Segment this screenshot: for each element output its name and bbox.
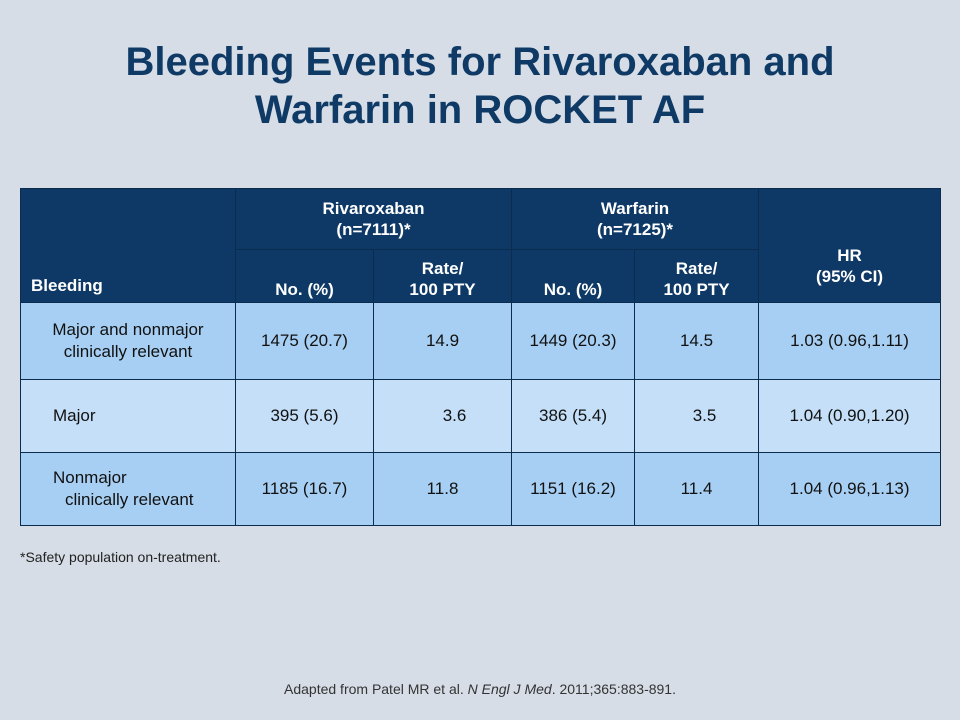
header-rivaroxaban-name: Rivaroxaban: [322, 199, 425, 218]
cell-warf-rate: 11.4: [634, 452, 760, 526]
header-rivaroxaban-n: (n=7111)*: [336, 220, 411, 239]
cell-hr: 1.04 (0.96,1.13): [758, 452, 942, 526]
cell-hr: 1.03 (0.96,1.11): [758, 302, 942, 380]
row-label-line2: clinically relevant: [65, 490, 194, 509]
header-riva-no-pct: No. (%): [235, 249, 374, 303]
cell-riva-no: 1475 (20.7): [235, 302, 374, 380]
cell-warf-no: 1151 (16.2): [511, 452, 636, 526]
row-label-line1: Nonmajor: [53, 468, 127, 487]
header-warf-rate-line1: Rate/: [675, 259, 718, 278]
header-riva-rate-line1: Rate/: [421, 259, 464, 278]
cell-warf-rate: 14.5: [634, 302, 760, 380]
cell-warf-no: 1449 (20.3): [511, 302, 636, 380]
cell-hr: 1.04 (0.90,1.20): [758, 379, 942, 453]
cell-warf-no: 386 (5.4): [511, 379, 636, 453]
source-prefix: Adapted from Patel MR et al.: [284, 681, 468, 697]
header-bleeding: Bleeding: [20, 188, 236, 303]
header-warfarin-name: Warfarin: [600, 199, 670, 218]
cell-riva-no: 1185 (16.7): [235, 452, 374, 526]
row-label: Major: [20, 379, 236, 453]
header-warf-rate-line2: 100 PTY: [663, 280, 730, 299]
header-hr: HR (95% CI): [758, 188, 942, 303]
header-riva-rate: Rate/ 100 PTY: [372, 249, 513, 303]
source-citation: Adapted from Patel MR et al. N Engl J Me…: [0, 681, 960, 697]
title-line-2: Warfarin in ROCKET AF: [254, 88, 706, 132]
source-journal: N Engl J Med: [467, 681, 552, 697]
header-warf-no-pct: No. (%): [511, 249, 636, 303]
title-line-1: Bleeding Events for Rivaroxaban and: [125, 40, 835, 84]
slide-title: Bleeding Events for Rivaroxaban and Warf…: [0, 38, 960, 134]
source-suffix: . 2011;365:883-891.: [551, 681, 676, 697]
cell-riva-rate: 11.8: [372, 452, 513, 526]
row-label-line2: clinically relevant: [63, 342, 193, 361]
footnote: *Safety population on-treatment.: [20, 549, 221, 565]
table-row: Nonmajor clinically relevant 1185 (16.7)…: [20, 452, 942, 526]
cell-riva-no: 395 (5.6): [235, 379, 374, 453]
header-rivaroxaban: Rivaroxaban (n=7111)*: [234, 188, 513, 250]
cell-riva-rate: 14.9: [372, 302, 513, 380]
cell-riva-rate: 3.6: [372, 379, 513, 453]
table-row: Major 395 (5.6) 3.6 386 (5.4) 3.5 1.04 (…: [20, 379, 942, 453]
row-label: Nonmajor clinically relevant: [20, 452, 236, 526]
table-row: Major and nonmajor clinically relevant 1…: [20, 302, 942, 380]
header-warfarin: Warfarin (n=7125)*: [511, 188, 760, 250]
row-label: Major and nonmajor clinically relevant: [20, 302, 236, 380]
header-warfarin-n: (n=7125)*: [596, 220, 674, 239]
header-riva-rate-line2: 100 PTY: [409, 280, 476, 299]
cell-warf-rate: 3.5: [634, 379, 760, 453]
header-hr-label: HR: [837, 245, 862, 265]
header-warf-rate: Rate/ 100 PTY: [634, 249, 760, 303]
header-hr-ci: (95% CI): [815, 266, 884, 286]
row-label-line1: Major and nonmajor: [52, 320, 204, 339]
bleeding-events-table: Bleeding Rivaroxaban (n=7111)* Warfarin …: [20, 188, 942, 526]
